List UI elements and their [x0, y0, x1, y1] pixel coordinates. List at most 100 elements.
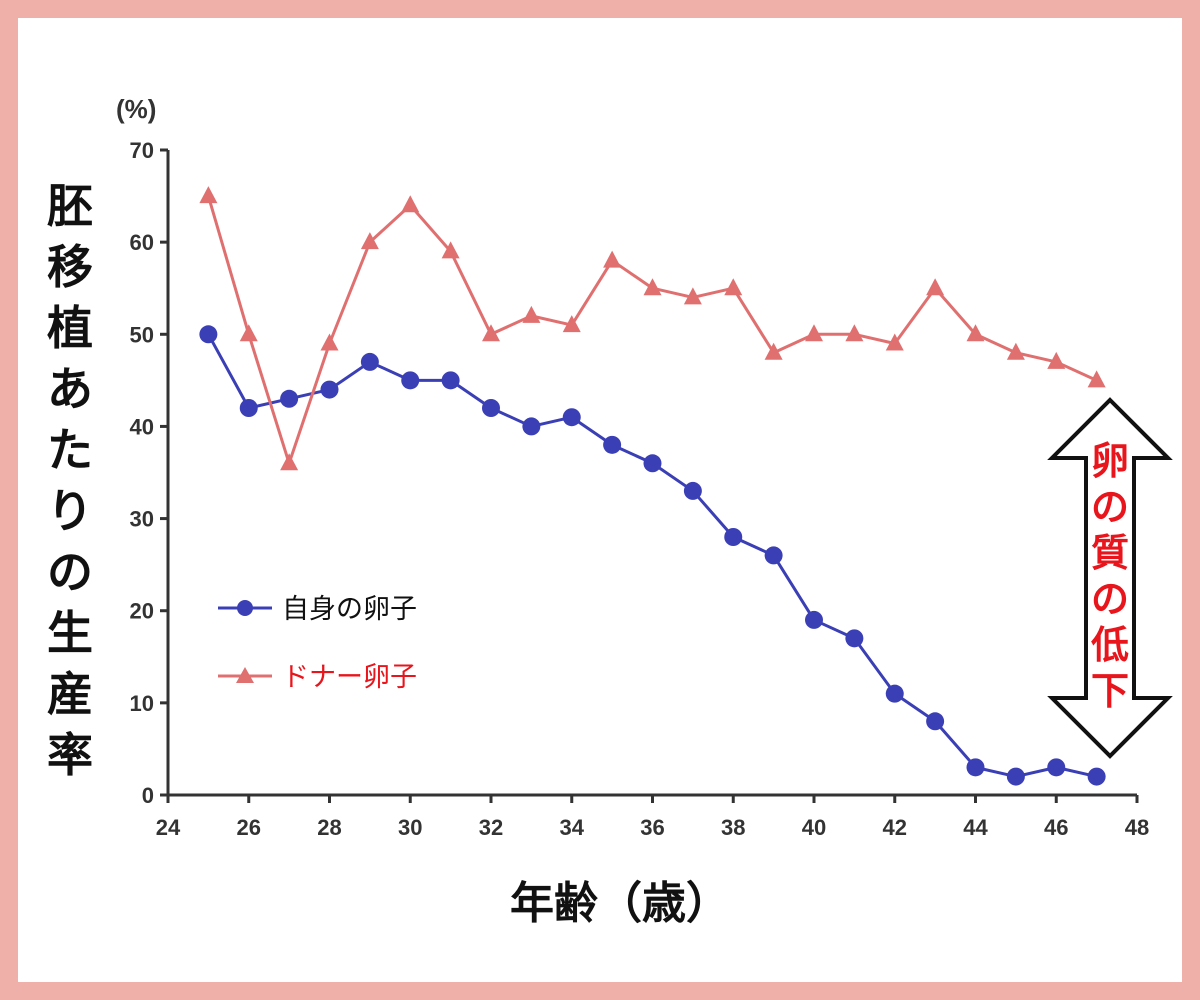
- y-axis-label-char: あ: [47, 362, 93, 416]
- legend-label-own-eggs: 自身の卵子: [282, 594, 417, 625]
- x-tick-label: 26: [237, 815, 261, 840]
- y-axis-label-char: の: [47, 545, 93, 599]
- data-point-triangle: [805, 324, 823, 342]
- data-point-circle: [239, 399, 258, 417]
- data-point-circle: [522, 417, 541, 436]
- y-axis-label-char: 植: [47, 301, 93, 355]
- y-axis-label-char: り: [47, 484, 93, 538]
- x-tick-label: 28: [317, 815, 341, 840]
- x-tick-label: 24: [156, 815, 181, 840]
- data-point-triangle: [441, 241, 460, 259]
- y-tick-label: 30: [130, 507, 154, 532]
- legend-label-donor-eggs: ドナー卵子: [282, 662, 417, 693]
- data-point-circle: [280, 389, 299, 408]
- data-point-circle: [724, 528, 743, 546]
- legend-marker-donor-eggs: [236, 667, 254, 683]
- y-axis-label-char: 産: [47, 667, 93, 721]
- y-axis-label-char: 生: [47, 606, 93, 660]
- series-layer: [199, 186, 1106, 786]
- annotation-char: 低: [1091, 623, 1129, 667]
- data-point-triangle: [199, 186, 218, 204]
- data-point-circle: [764, 546, 783, 565]
- data-point-triangle: [239, 324, 258, 342]
- y-tick-label: 50: [130, 322, 154, 347]
- data-point-triangle: [764, 342, 783, 360]
- data-point-circle: [643, 454, 662, 473]
- data-point-triangle: [683, 287, 702, 305]
- chart-axes: 0 10 20 30 40 50 60 70 24 26 28 30 32 34 36 38 40 42 44 46 4…: [130, 138, 1150, 840]
- annotation-char: 卵: [1091, 439, 1129, 483]
- y-tick-label: 20: [130, 599, 154, 624]
- x-tick-label: 48: [1125, 815, 1149, 840]
- data-point-circle: [360, 352, 379, 371]
- legend-item-donor-eggs: ドナー卵子: [218, 662, 417, 693]
- data-point-circle: [603, 435, 622, 454]
- y-axis-label-char: 胚: [47, 179, 93, 233]
- legend: 自身の卵子 ドナー卵子: [218, 594, 417, 693]
- data-point-circle: [845, 629, 864, 648]
- data-point-triangle: [280, 453, 299, 471]
- data-point-circle: [683, 481, 702, 500]
- data-point-triangle: [845, 324, 864, 342]
- y-axis-label-char: 率: [47, 728, 93, 782]
- data-point-triangle: [401, 195, 420, 213]
- data-point-circle: [885, 684, 904, 703]
- data-point-circle: [805, 610, 823, 629]
- data-point-circle: [401, 371, 420, 390]
- data-point-triangle: [603, 250, 622, 268]
- data-point-circle: [482, 399, 500, 417]
- chart-frame: [18, 18, 1182, 982]
- y-tick-label: 70: [130, 138, 154, 163]
- x-axis-label: 年齢（歳）: [510, 878, 730, 929]
- annotation-char: の: [1091, 577, 1129, 621]
- x-tick-label: 38: [721, 815, 745, 840]
- data-point-triangle: [885, 333, 904, 351]
- data-point-circle: [199, 325, 218, 344]
- data-point-circle: [562, 408, 581, 427]
- x-tick-label: 44: [963, 815, 988, 840]
- y-tick-label: 0: [142, 783, 154, 808]
- data-point-triangle: [320, 333, 339, 351]
- legend-item-own-eggs: 自身の卵子: [218, 594, 417, 625]
- x-tick-label: 36: [640, 815, 664, 840]
- data-point-circle: [966, 758, 985, 777]
- x-tick-label: 40: [802, 815, 826, 840]
- data-point-circle: [1087, 767, 1106, 786]
- annotation-char: 質: [1091, 531, 1129, 575]
- y-axis-label-char: 移: [47, 240, 93, 294]
- data-point-circle: [926, 712, 945, 731]
- x-tick-label: 30: [398, 815, 422, 840]
- annotation-char: の: [1091, 485, 1129, 529]
- legend-marker-own-eggs: [237, 600, 253, 616]
- data-point-circle: [1006, 767, 1025, 786]
- data-point-triangle: [360, 232, 379, 250]
- series-donor-eggs: [199, 186, 1106, 471]
- data-point-triangle: [926, 278, 945, 296]
- data-point-triangle: [1047, 351, 1066, 369]
- data-point-triangle: [643, 278, 662, 296]
- y-tick-label: 60: [130, 230, 154, 255]
- x-tick-label: 46: [1044, 815, 1068, 840]
- data-point-circle: [1047, 758, 1066, 777]
- double-arrow-icon: [1047, 397, 1173, 759]
- y-unit-label: (%): [116, 94, 156, 124]
- series-line: [207, 333, 1097, 779]
- series-line: [206, 195, 1098, 465]
- data-point-triangle: [522, 305, 541, 323]
- annotation-char: 下: [1091, 669, 1129, 713]
- series-own-eggs: [199, 325, 1106, 786]
- data-point-triangle: [1006, 342, 1025, 360]
- data-point-triangle: [562, 315, 581, 333]
- x-tick-label: 32: [479, 815, 503, 840]
- data-point-triangle: [1087, 370, 1106, 388]
- x-tick-label: 34: [560, 815, 585, 840]
- data-point-triangle: [482, 324, 500, 342]
- data-point-circle: [441, 371, 460, 390]
- y-tick-label: 40: [130, 414, 154, 439]
- x-tick-label: 42: [883, 815, 907, 840]
- y-axis-label-char: た: [47, 423, 93, 477]
